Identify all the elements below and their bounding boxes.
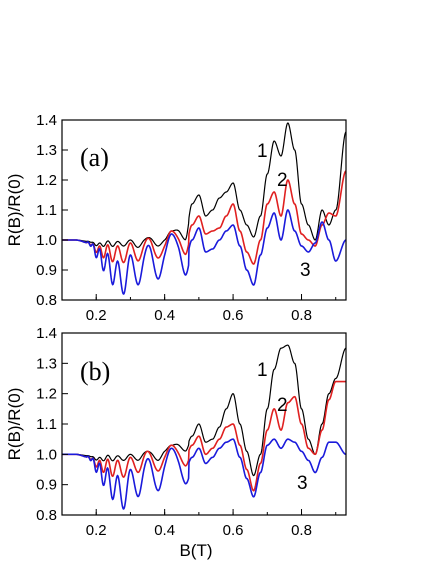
curve-label-2-b: 2	[277, 395, 288, 416]
x-tick-label: 0.6	[223, 307, 244, 324]
panel-label-a: (a)	[80, 143, 109, 172]
y-tick-label: 0.8	[36, 292, 57, 309]
series-line-3	[62, 438, 346, 510]
series-line-3	[62, 209, 346, 296]
y-tick-label: 1.1	[36, 416, 57, 433]
y-tick-label: 1.4	[36, 112, 57, 129]
y-tick-label: 0.9	[36, 477, 57, 494]
panel-b: 0.8 0.9 1.0 1.1 1.2 1.3 1.4 0.2 0.4 0.6 0.8 (b) R(…	[5, 325, 347, 560]
curve-label-1-a: 1	[257, 141, 268, 162]
series-line-2	[62, 170, 346, 265]
ticks-a: 0.8 0.9 1.0 1.1 1.2 1.3 1.4 0.2 0.4 0.6 0.8	[36, 112, 337, 324]
y-axis-title-a: R(B)/R(0)	[5, 174, 24, 247]
curves-b	[62, 344, 346, 510]
y-tick-label: 0.8	[36, 507, 57, 524]
curve-label-3-a: 3	[300, 260, 311, 281]
y-tick-label: 1.2	[36, 386, 57, 403]
y-tick-label: 1.1	[36, 202, 57, 219]
x-tick-label: 0.2	[86, 307, 107, 324]
y-tick-label: 0.9	[36, 262, 57, 279]
y-tick-label: 1.2	[36, 172, 57, 189]
series-line-1	[62, 344, 346, 477]
y-tick-label: 1.3	[36, 355, 57, 372]
panel-label-b: (b)	[80, 357, 110, 386]
y-tick-label: 1.3	[36, 142, 57, 159]
curves-a	[62, 122, 346, 296]
x-tick-label: 0.8	[291, 307, 312, 324]
x-tick-label: 0.2	[86, 522, 107, 539]
x-tick-label: 0.4	[154, 522, 175, 539]
curve-label-1-b: 1	[257, 360, 268, 381]
curve-label-3-b: 3	[297, 473, 308, 494]
y-tick-label: 1.0	[36, 446, 57, 463]
x-tick-label: 0.8	[291, 522, 312, 539]
y-tick-label: 1.4	[36, 325, 57, 342]
x-axis-title-b: B(T)	[179, 541, 212, 560]
y-tick-label: 1.0	[36, 232, 57, 249]
panel-a: 0.8 0.9 1.0 1.1 1.2 1.3 1.4 0.2 0.4 0.6 0.8 (a) R(…	[5, 112, 347, 324]
curve-label-2-a: 2	[277, 170, 288, 191]
ticks-b: 0.8 0.9 1.0 1.1 1.2 1.3 1.4 0.2 0.4 0.6 0.8	[36, 325, 337, 539]
y-axis-title-b: R(B)/R(0)	[5, 388, 24, 461]
series-line-1	[62, 122, 346, 248]
x-tick-label: 0.6	[223, 522, 244, 539]
series-line-2	[62, 380, 346, 492]
x-tick-label: 0.4	[154, 307, 175, 324]
